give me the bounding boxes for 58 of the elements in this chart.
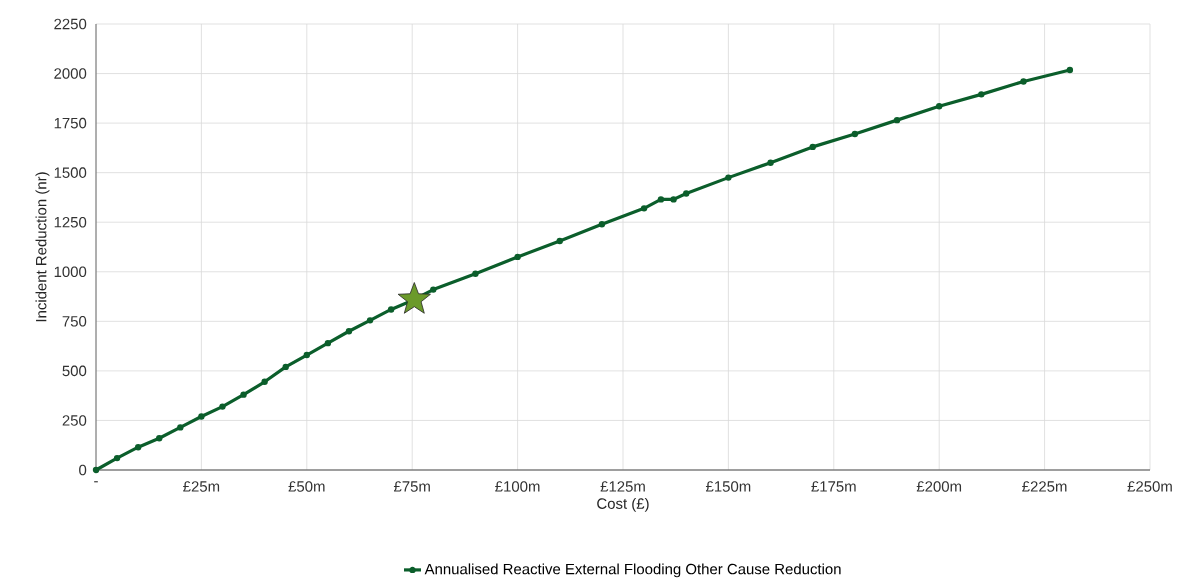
point [324, 339, 332, 347]
x-tick-label: £25m [183, 480, 220, 492]
y-tick-label: 500 [62, 365, 87, 376]
point [113, 454, 121, 462]
point [282, 363, 289, 370]
point [657, 196, 665, 203]
point [430, 286, 437, 293]
point [556, 237, 563, 245]
point [514, 253, 521, 260]
point [978, 90, 985, 98]
y-tick-label: 1250 [54, 216, 87, 228]
point [261, 378, 268, 385]
x-tick-label: - [94, 480, 98, 483]
y-tick-label: 750 [62, 315, 87, 327]
y-tick-label: 1500 [54, 167, 87, 178]
point [936, 102, 943, 110]
y-tick-label: 1000 [54, 266, 87, 277]
y-tick-label: 2250 [54, 18, 87, 30]
point [598, 220, 606, 228]
point [198, 413, 205, 420]
point [640, 204, 648, 212]
x-tick-label: £125m [600, 480, 645, 492]
point [387, 306, 395, 313]
point [345, 327, 353, 335]
y-tick-label: 2000 [54, 68, 87, 79]
legend-label: Annualised Reactive External Flooding Other Cause Reduction [424, 563, 841, 578]
x-tick-label: £75m [393, 480, 430, 492]
y-axis-title: Incident Reduction (nr) [35, 172, 50, 321]
x-axis-title: Cost (£) [597, 497, 649, 512]
y-tick-label: 250 [62, 414, 87, 426]
point [893, 116, 901, 124]
point [156, 434, 163, 442]
x-tick-label: £200m [916, 480, 962, 492]
point [366, 316, 374, 324]
point [303, 351, 310, 358]
point [134, 443, 142, 451]
x-tick-label: £225m [1022, 480, 1067, 492]
point [219, 403, 226, 410]
point [1066, 66, 1074, 73]
y-tick-label: 0 [79, 464, 87, 476]
point [397, 281, 431, 314]
point [809, 143, 816, 150]
x-tick-label: £50m [288, 480, 325, 492]
point [472, 270, 479, 277]
point [670, 196, 677, 203]
point [683, 190, 690, 197]
x-tick-label: £250m [1127, 480, 1172, 492]
y-tick-label: 1750 [54, 117, 87, 129]
point [767, 159, 774, 166]
point [851, 130, 859, 137]
point [1020, 78, 1027, 85]
x-tick-label: £175m [811, 480, 856, 492]
point [177, 423, 184, 431]
point [92, 466, 100, 473]
x-tick-label: £150m [705, 480, 751, 492]
point [725, 174, 732, 181]
point [240, 391, 247, 398]
x-tick-label: £100m [495, 480, 540, 492]
